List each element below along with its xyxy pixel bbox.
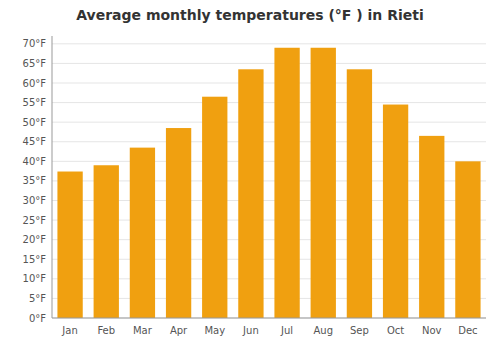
y-tick-label: 30°F [23,195,47,206]
y-tick-label: 10°F [23,273,47,284]
y-tick-label: 0°F [29,313,46,324]
x-tick-label: Sep [350,325,369,336]
y-tick-label: 20°F [23,234,47,245]
grid-line [52,318,486,319]
y-tick-label: 55°F [23,97,47,108]
grid-line [52,63,486,64]
bar [419,136,444,318]
chart-svg: Average monthly temperatures (°F ) in Ri… [0,0,500,350]
bar [311,48,336,318]
grid-line [52,83,486,84]
x-tick-label: Nov [422,325,442,336]
bar [202,97,227,318]
y-tick-label: 35°F [23,175,47,186]
y-axis-line [52,36,53,318]
y-tick-label: 40°F [23,156,47,167]
x-tick-label: Jun [242,325,259,336]
y-tick-label: 65°F [23,58,47,69]
y-tick-label: 50°F [23,117,47,128]
grid [52,44,486,318]
bar [347,69,372,318]
chart-title: Average monthly temperatures (°F ) in Ri… [76,7,424,23]
x-tick-label: Dec [458,325,477,336]
x-tick-label: Jan [61,325,77,336]
bar [274,48,299,318]
y-tick-label: 45°F [23,136,47,147]
y-tick-label: 25°F [23,215,47,226]
bar [57,172,82,318]
chart-container: Average monthly temperatures (°F ) in Ri… [0,0,500,350]
bar [455,161,480,318]
bar [94,165,119,318]
bar [238,69,263,318]
x-tick-label: Oct [387,325,404,336]
y-tick-label: 15°F [23,254,47,265]
x-tick-label: Jul [280,325,293,336]
grid-line [52,43,486,44]
bar [166,128,191,318]
bars [57,48,480,318]
x-axis-line [52,318,486,319]
y-tick-label: 60°F [23,78,47,89]
y-tick-label: 70°F [23,38,47,49]
bar [130,148,155,318]
x-tick-label: Mar [133,325,153,336]
x-tick-label: Aug [313,325,333,336]
x-tick-label: Feb [97,325,115,336]
grid-line [52,122,486,123]
x-tick-label: May [204,325,225,336]
grid-line [52,102,486,103]
bar [383,105,408,318]
y-tick-label: 5°F [29,293,46,304]
x-tick-label: Apr [170,325,188,336]
